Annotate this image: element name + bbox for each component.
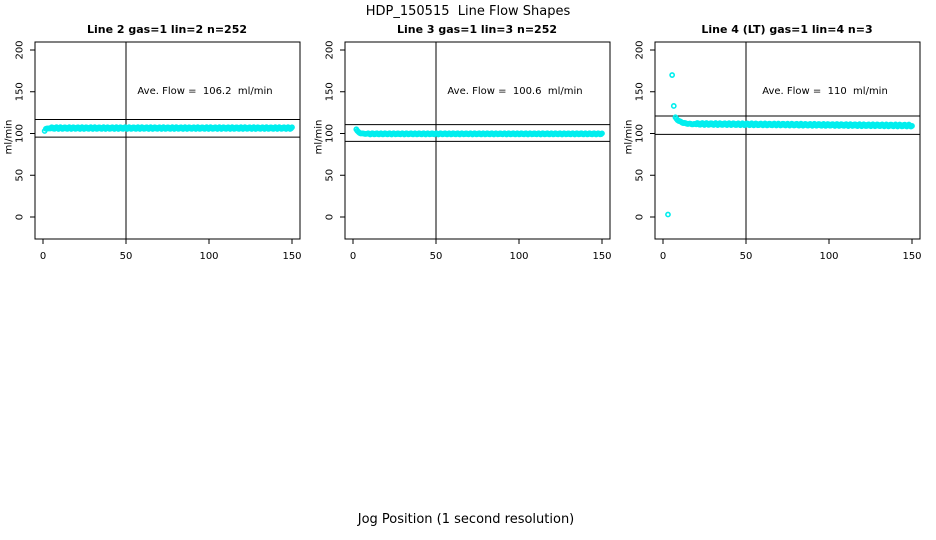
svg-text:100: 100 — [635, 124, 646, 143]
svg-text:0: 0 — [15, 214, 26, 220]
svg-text:200: 200 — [325, 40, 336, 59]
svg-text:0: 0 — [325, 214, 336, 220]
svg-text:0: 0 — [40, 251, 46, 262]
svg-text:50: 50 — [635, 169, 646, 182]
svg-text:0: 0 — [350, 251, 356, 262]
panel-2-ave-flow-annotation: Ave. Flow = 100.6 ml/min — [447, 86, 583, 97]
panel-1-y-axis-label: ml/min — [3, 119, 15, 155]
svg-text:50: 50 — [325, 169, 336, 182]
svg-text:200: 200 — [635, 40, 646, 59]
svg-text:50: 50 — [120, 251, 133, 262]
svg-text:0: 0 — [635, 214, 646, 220]
figure-title: HDP_150515 Line Flow Shapes — [365, 4, 571, 19]
svg-text:100: 100 — [819, 251, 838, 262]
svg-text:150: 150 — [902, 251, 921, 262]
panel-3-ave-flow-annotation: Ave. Flow = 110 ml/min — [762, 86, 888, 97]
svg-text:100: 100 — [199, 251, 218, 262]
panel-3-y-axis-label: ml/min — [623, 119, 635, 155]
svg-text:50: 50 — [430, 251, 443, 262]
svg-text:0: 0 — [660, 251, 666, 262]
svg-text:50: 50 — [15, 169, 26, 182]
svg-text:150: 150 — [592, 251, 611, 262]
svg-text:100: 100 — [509, 251, 528, 262]
svg-text:150: 150 — [635, 82, 646, 101]
svg-text:100: 100 — [325, 124, 336, 143]
x-axis-label: Jog Position (1 second resolution) — [357, 512, 575, 527]
panel-2-title: Line 3 gas=1 lin=3 n=252 — [396, 23, 558, 36]
svg-text:100: 100 — [15, 124, 26, 143]
panel-3-title: Line 4 (LT) gas=1 lin=4 n=3 — [701, 23, 873, 36]
svg-text:150: 150 — [282, 251, 301, 262]
panel-1-ave-flow-annotation: Ave. Flow = 106.2 ml/min — [137, 86, 273, 97]
panel-2-y-axis-label: ml/min — [313, 119, 325, 155]
svg-text:200: 200 — [15, 40, 26, 59]
panel-1-title: Line 2 gas=1 lin=2 n=252 — [86, 23, 248, 36]
svg-text:150: 150 — [325, 82, 336, 101]
svg-text:50: 50 — [740, 251, 753, 262]
svg-text:150: 150 — [15, 82, 26, 101]
